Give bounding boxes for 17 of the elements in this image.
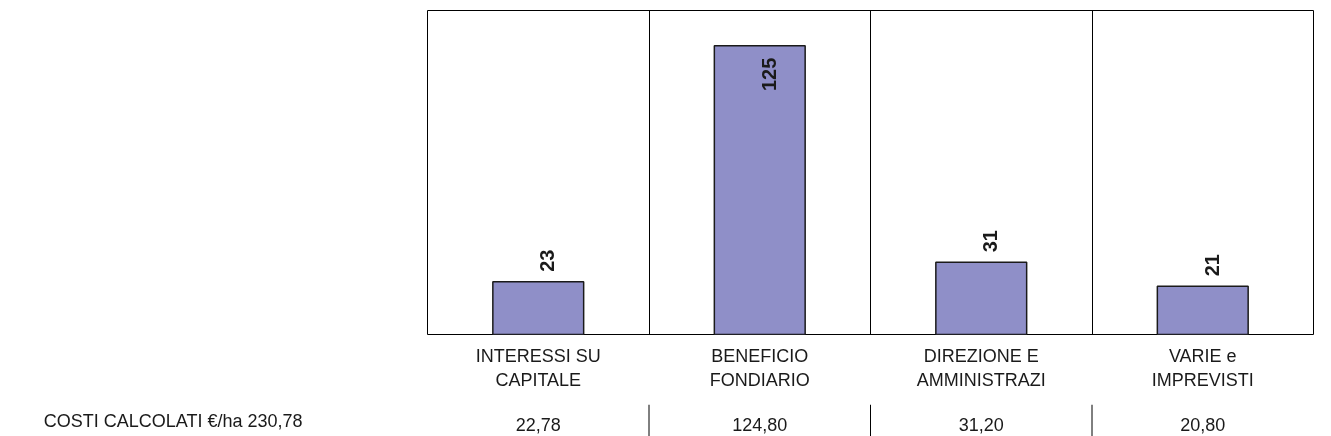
x-tick-label: BENEFICIO FONDIARIO (709, 345, 810, 390)
data-label: 23 (536, 249, 559, 272)
text: 124,80 (732, 415, 788, 436)
bar (935, 261, 1028, 335)
text: 22,78 (515, 415, 561, 436)
x-tick-label: VARIE e IMPREVISTI (1151, 345, 1254, 390)
text: 20,80 (1180, 415, 1226, 436)
text: COSTI CALCOLATI €/ha 230,78 (43, 410, 303, 431)
x-tick-label: INTERESSI SU CAPITALE (475, 345, 601, 390)
data-label: 125 (757, 57, 780, 92)
data-label: 21 (1200, 254, 1223, 277)
text: 31,20 (958, 415, 1004, 436)
bar (1156, 285, 1249, 335)
data-label: 31 (979, 230, 1002, 253)
bar (713, 44, 806, 335)
bar (492, 281, 585, 335)
x-tick-label: DIREZIONE E AMMINISTRAZI (916, 345, 1046, 390)
